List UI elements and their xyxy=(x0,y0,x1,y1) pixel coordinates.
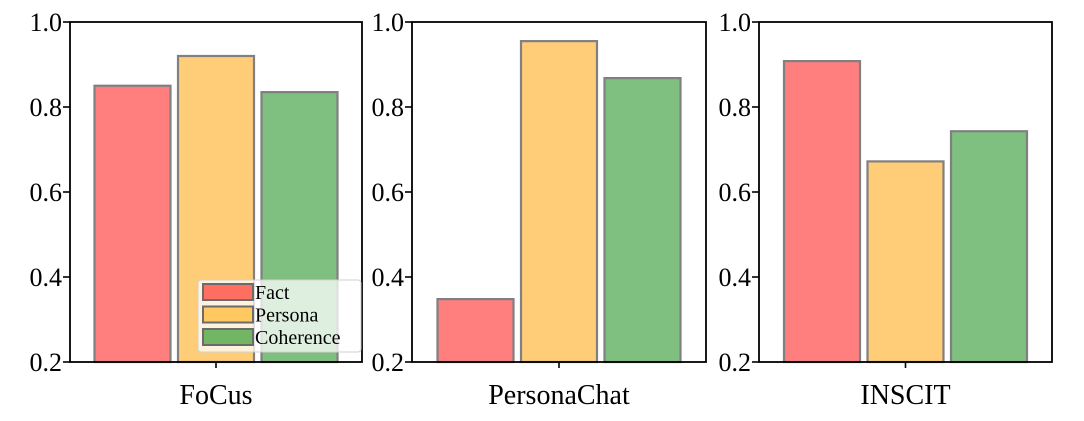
legend-swatch-fact xyxy=(202,283,254,301)
y-tick-label: 0.8 xyxy=(719,93,752,122)
y-tick-label: 0.4 xyxy=(372,263,405,292)
category-label: PersonaChat xyxy=(488,380,630,411)
legend-label-persona: Persona xyxy=(255,305,318,327)
bar-coherence xyxy=(603,76,682,364)
y-tick-label: 0.6 xyxy=(719,178,752,207)
y-tick-label: 0.6 xyxy=(30,178,63,207)
category-label: INSCIT xyxy=(860,380,950,411)
legend-swatch-persona xyxy=(202,305,254,324)
y-tick-label: 0.6 xyxy=(372,178,405,207)
legend-label-coherence: Coherence xyxy=(255,327,341,349)
subplot-0: 0.2 0.4 0.6 0.8 1.0 FoCus xyxy=(30,8,363,411)
legend-swatch-coherence xyxy=(202,328,254,346)
y-tick-label: 1.0 xyxy=(372,8,405,37)
bar-fact xyxy=(93,84,172,364)
bar-fact xyxy=(436,298,515,364)
bar-persona xyxy=(866,160,945,364)
bar-coherence xyxy=(949,130,1029,364)
y-tick-label: 1.0 xyxy=(719,8,752,37)
y-tick-label: 0.4 xyxy=(719,263,752,292)
y-tick-label: 0.8 xyxy=(30,93,63,122)
bar-fact xyxy=(782,59,862,364)
y-tick-label: 0.2 xyxy=(30,348,63,377)
subplot-2: 0.2 0.4 0.6 0.8 1.0 INSCIT xyxy=(719,8,1053,411)
category-label: FoCus xyxy=(179,380,252,411)
bar-persona xyxy=(519,40,599,364)
y-tick-label: 0.8 xyxy=(372,93,405,122)
y-tick-label: 0.2 xyxy=(719,348,752,377)
y-tick-label: 0.2 xyxy=(372,348,405,377)
subplot-1: 0.2 0.4 0.6 0.8 1.0 PersonaChat xyxy=(372,8,707,411)
y-tick-label: 0.4 xyxy=(30,263,63,292)
y-tick-label: 1.0 xyxy=(30,8,63,37)
legend-label-fact: Fact xyxy=(255,282,290,304)
